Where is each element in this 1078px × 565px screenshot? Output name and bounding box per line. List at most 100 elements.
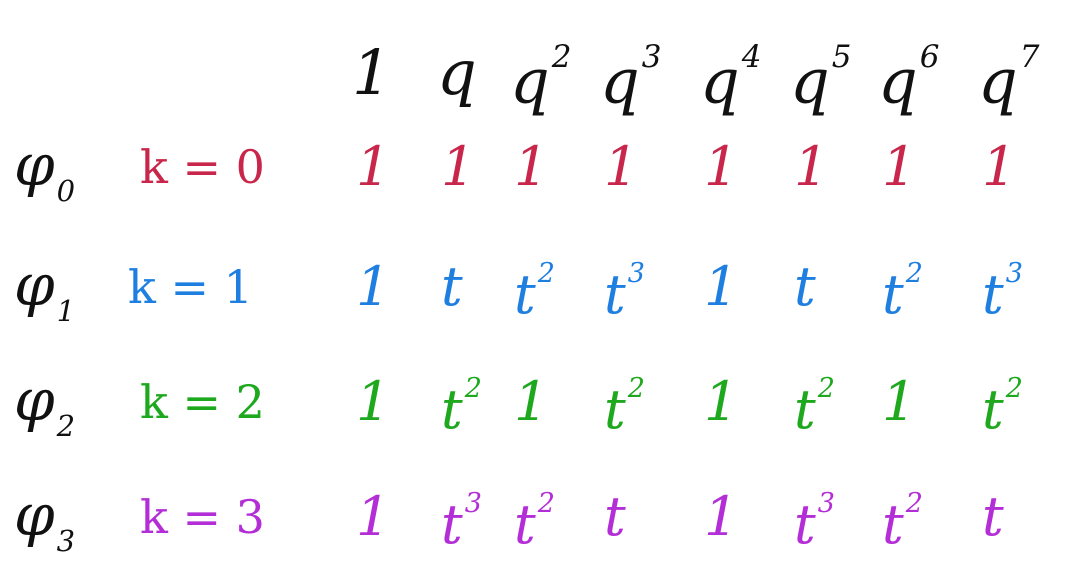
row-k-value-1: k = 1 (128, 260, 253, 314)
row-1-cell-2-base: t (514, 263, 536, 327)
header-col-5-exponent: 5 (831, 39, 852, 75)
header-col-6-exponent: 6 (919, 39, 940, 75)
header-col-0-base: 1 (352, 36, 392, 109)
header-col-7-base: q (978, 44, 1018, 118)
row-1-cell-7: t3 (982, 260, 1023, 322)
row-label-2-subscript: 2 (56, 408, 76, 443)
row-3-cell-3-base: t (604, 485, 626, 548)
row-2-cell-7-base: t (982, 378, 1004, 442)
header-col-7-exponent: 7 (1019, 39, 1040, 75)
row-0-cell-3-base: 1 (604, 135, 639, 198)
row-1-cell-3-base: t (604, 263, 626, 327)
row-3-cell-6: t2 (882, 490, 923, 552)
row-0-cell-4-base: 1 (704, 135, 739, 198)
row-0-cell-6-base: 1 (882, 135, 917, 198)
row-label-0-subscript: 0 (56, 173, 76, 208)
row-label-0-base: φ (14, 131, 55, 199)
row-2-cell-3-exponent: 2 (627, 373, 645, 404)
header-col-2-base: q (510, 44, 550, 118)
row-0-cell-2: 1 (514, 140, 548, 194)
row-2-cell-2-base: 1 (514, 370, 549, 433)
row-3-cell-5-exponent: 3 (817, 488, 835, 519)
header-col-2: q2 (510, 42, 571, 113)
row-label-1-base: φ (14, 251, 55, 319)
row-1-cell-7-base: t (982, 263, 1004, 327)
row-2-cell-1-base: t (441, 378, 463, 442)
row-3-cell-7-base: t (982, 485, 1004, 548)
row-2-cell-3-base: t (604, 378, 626, 442)
header-col-5: q5 (790, 42, 851, 113)
row-2-cell-7-exponent: 2 (1005, 373, 1023, 404)
header-col-1: q (437, 42, 477, 104)
row-1-cell-7-exponent: 3 (1005, 258, 1023, 289)
row-1-cell-6: t2 (882, 260, 923, 322)
header-col-7: q7 (978, 42, 1039, 113)
header-col-6-base: q (878, 44, 918, 118)
header-col-5-base: q (790, 44, 830, 118)
row-k-value-0: k = 0 (140, 140, 265, 194)
row-3-cell-6-base: t (882, 493, 904, 557)
row-2-cell-7: t2 (982, 375, 1023, 437)
row-label-2: φ2 (14, 371, 75, 441)
row-1-cell-0-base: 1 (356, 255, 391, 318)
row-2-cell-5: t2 (794, 375, 835, 437)
row-3-cell-5: t3 (794, 490, 835, 552)
row-2-cell-5-exponent: 2 (817, 373, 835, 404)
row-1-cell-5-base: t (794, 255, 816, 318)
row-3-cell-0-base: 1 (356, 485, 391, 548)
row-2-cell-1-exponent: 2 (464, 373, 482, 404)
header-col-1-base: q (437, 36, 477, 109)
row-1-cell-0: 1 (356, 260, 390, 314)
row-k-value-3: k = 3 (140, 490, 265, 544)
header-col-3-exponent: 3 (641, 39, 662, 75)
row-2-cell-3: t2 (604, 375, 645, 437)
row-1-cell-6-exponent: 2 (905, 258, 923, 289)
row-k-value-2: k = 2 (140, 375, 265, 429)
row-3-cell-1-exponent: 3 (464, 488, 482, 519)
header-col-6: q6 (878, 42, 939, 113)
row-3-cell-5-base: t (794, 493, 816, 557)
row-0-cell-2-base: 1 (514, 135, 549, 198)
header-col-2-exponent: 2 (551, 39, 572, 75)
row-2-cell-5-base: t (794, 378, 816, 442)
row-3-cell-2-exponent: 2 (537, 488, 555, 519)
row-0-cell-0-base: 1 (356, 135, 391, 198)
header-col-3: q3 (600, 42, 661, 113)
row-2-cell-2: 1 (514, 375, 548, 429)
row-1-cell-2-exponent: 2 (537, 258, 555, 289)
row-label-1: φ1 (14, 256, 75, 326)
row-0-cell-5: 1 (794, 140, 828, 194)
row-3-cell-6-exponent: 2 (905, 488, 923, 519)
row-2-cell-0-base: 1 (356, 370, 391, 433)
row-label-3: φ3 (14, 486, 75, 556)
row-0-cell-5-base: 1 (794, 135, 829, 198)
row-2-cell-6: 1 (882, 375, 916, 429)
row-3-cell-2-base: t (514, 493, 536, 557)
row-2-cell-6-base: 1 (882, 370, 917, 433)
row-1-cell-5: t (794, 260, 816, 314)
row-1-cell-6-base: t (882, 263, 904, 327)
header-col-0: 1 (352, 42, 391, 104)
row-3-cell-4: 1 (704, 490, 738, 544)
row-1-cell-4-base: 1 (704, 255, 739, 318)
row-2-cell-0: 1 (356, 375, 390, 429)
row-3-cell-1-base: t (441, 493, 463, 557)
row-3-cell-0: 1 (356, 490, 390, 544)
header-col-4-base: q (700, 44, 740, 118)
row-0-cell-1-base: 1 (441, 135, 476, 198)
row-label-3-subscript: 3 (56, 523, 76, 558)
row-label-3-base: φ (14, 481, 55, 549)
row-1-cell-2: t2 (514, 260, 555, 322)
row-3-cell-1: t3 (441, 490, 482, 552)
row-1-cell-1-base: t (441, 255, 463, 318)
row-label-1-subscript: 1 (56, 293, 76, 328)
row-0-cell-1: 1 (441, 140, 475, 194)
row-label-0: φ0 (14, 136, 75, 206)
row-3-cell-4-base: 1 (704, 485, 739, 548)
row-0-cell-7-base: 1 (982, 135, 1017, 198)
row-0-cell-6: 1 (882, 140, 916, 194)
row-0-cell-4: 1 (704, 140, 738, 194)
header-col-4-exponent: 4 (741, 39, 762, 75)
row-2-cell-4-base: 1 (704, 370, 739, 433)
